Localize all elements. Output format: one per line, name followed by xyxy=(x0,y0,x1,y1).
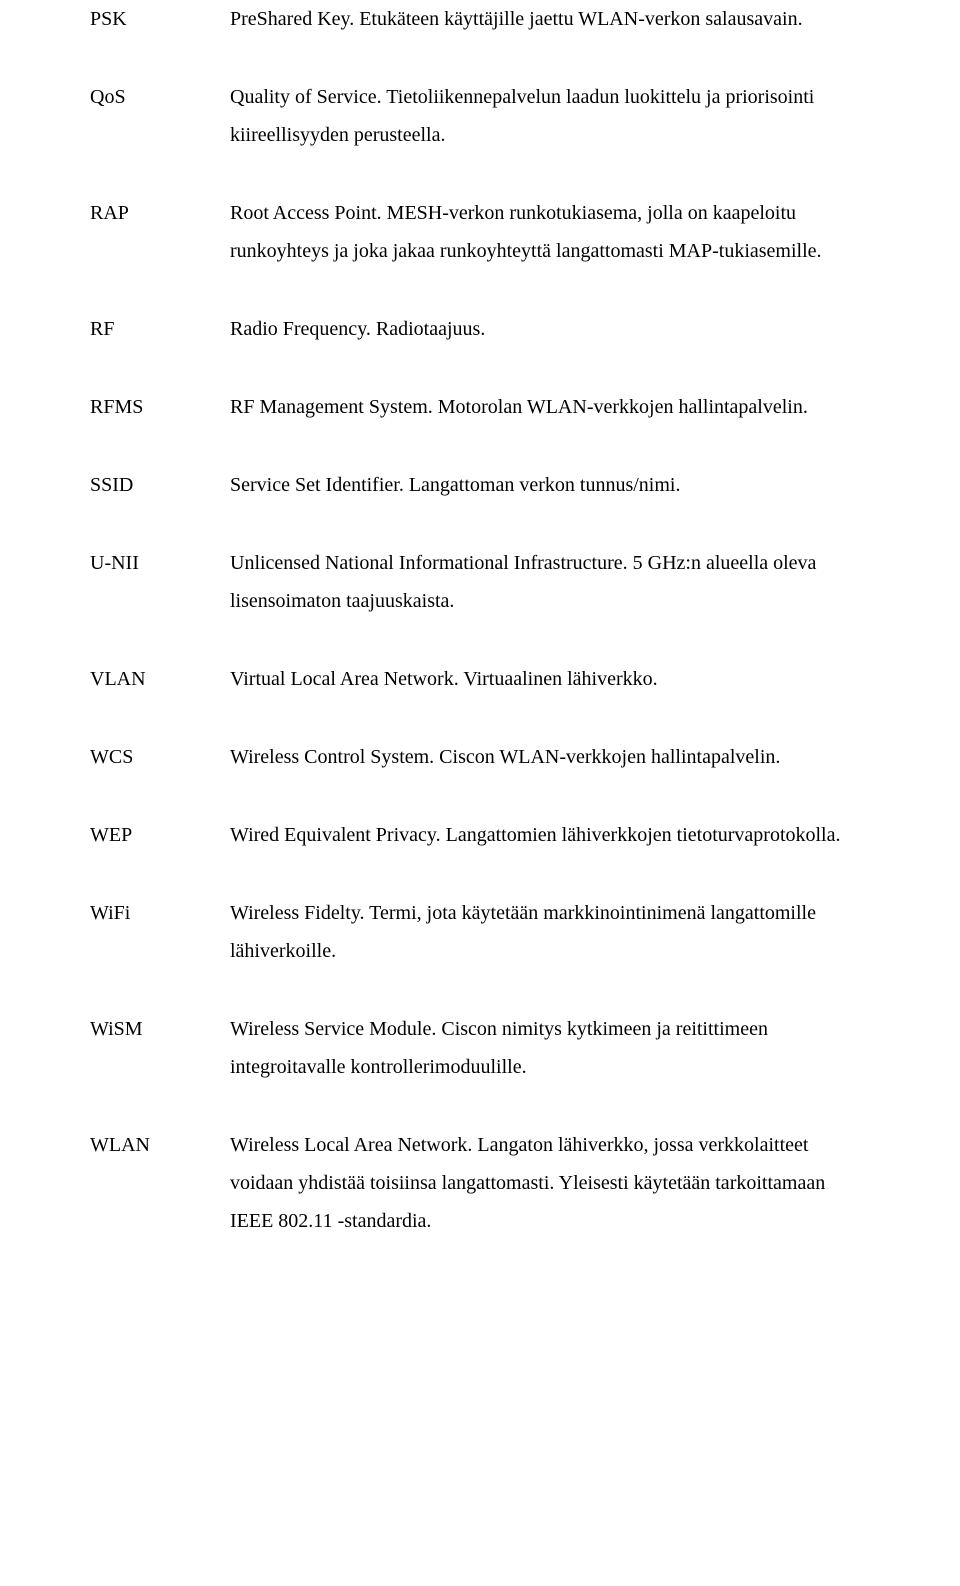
glossary-page: PSK PreShared Key. Etukäteen käyttäjille… xyxy=(0,0,960,1586)
glossary-term: RF xyxy=(90,310,230,348)
glossary-term: WCS xyxy=(90,738,230,776)
glossary-definition: Wireless Local Area Network. Langaton lä… xyxy=(230,1126,870,1240)
glossary-definition: Quality of Service. Tietoliikennepalvelu… xyxy=(230,78,870,154)
glossary-entry: WiFi Wireless Fidelty. Termi, jota käyte… xyxy=(90,894,870,970)
glossary-entry: RF Radio Frequency. Radiotaajuus. xyxy=(90,310,870,348)
glossary-definition: Service Set Identifier. Langattoman verk… xyxy=(230,466,870,504)
glossary-definition: RF Management System. Motorolan WLAN-ver… xyxy=(230,388,870,426)
glossary-definition: PreShared Key. Etukäteen käyttäjille jae… xyxy=(230,0,870,38)
glossary-term: RAP xyxy=(90,194,230,232)
glossary-entry: WLAN Wireless Local Area Network. Langat… xyxy=(90,1126,870,1240)
glossary-term: WLAN xyxy=(90,1126,230,1164)
glossary-entry: SSID Service Set Identifier. Langattoman… xyxy=(90,466,870,504)
glossary-term: WEP xyxy=(90,816,230,854)
glossary-definition: Unlicensed National Informational Infras… xyxy=(230,544,870,620)
glossary-entry: RFMS RF Management System. Motorolan WLA… xyxy=(90,388,870,426)
glossary-definition: Virtual Local Area Network. Virtuaalinen… xyxy=(230,660,870,698)
glossary-entry: PSK PreShared Key. Etukäteen käyttäjille… xyxy=(90,0,870,38)
glossary-term: SSID xyxy=(90,466,230,504)
glossary-entry: WCS Wireless Control System. Ciscon WLAN… xyxy=(90,738,870,776)
glossary-entry: QoS Quality of Service. Tietoliikennepal… xyxy=(90,78,870,154)
glossary-term: RFMS xyxy=(90,388,230,426)
glossary-term: PSK xyxy=(90,0,230,38)
glossary-entry: VLAN Virtual Local Area Network. Virtuaa… xyxy=(90,660,870,698)
glossary-definition: Wired Equivalent Privacy. Langattomien l… xyxy=(230,816,870,854)
glossary-entry: WiSM Wireless Service Module. Ciscon nim… xyxy=(90,1010,870,1086)
glossary-definition: Wireless Control System. Ciscon WLAN-ver… xyxy=(230,738,870,776)
glossary-definition: Radio Frequency. Radiotaajuus. xyxy=(230,310,870,348)
glossary-entry: WEP Wired Equivalent Privacy. Langattomi… xyxy=(90,816,870,854)
glossary-definition: Wireless Fidelty. Termi, jota käytetään … xyxy=(230,894,870,970)
glossary-term: WiFi xyxy=(90,894,230,932)
glossary-term: WiSM xyxy=(90,1010,230,1048)
glossary-term: QoS xyxy=(90,78,230,116)
glossary-term: U-NII xyxy=(90,544,230,582)
glossary-definition: Root Access Point. MESH-verkon runkotuki… xyxy=(230,194,870,270)
glossary-term: VLAN xyxy=(90,660,230,698)
glossary-definition: Wireless Service Module. Ciscon nimitys … xyxy=(230,1010,870,1086)
glossary-entry: U-NII Unlicensed National Informational … xyxy=(90,544,870,620)
glossary-entry: RAP Root Access Point. MESH-verkon runko… xyxy=(90,194,870,270)
